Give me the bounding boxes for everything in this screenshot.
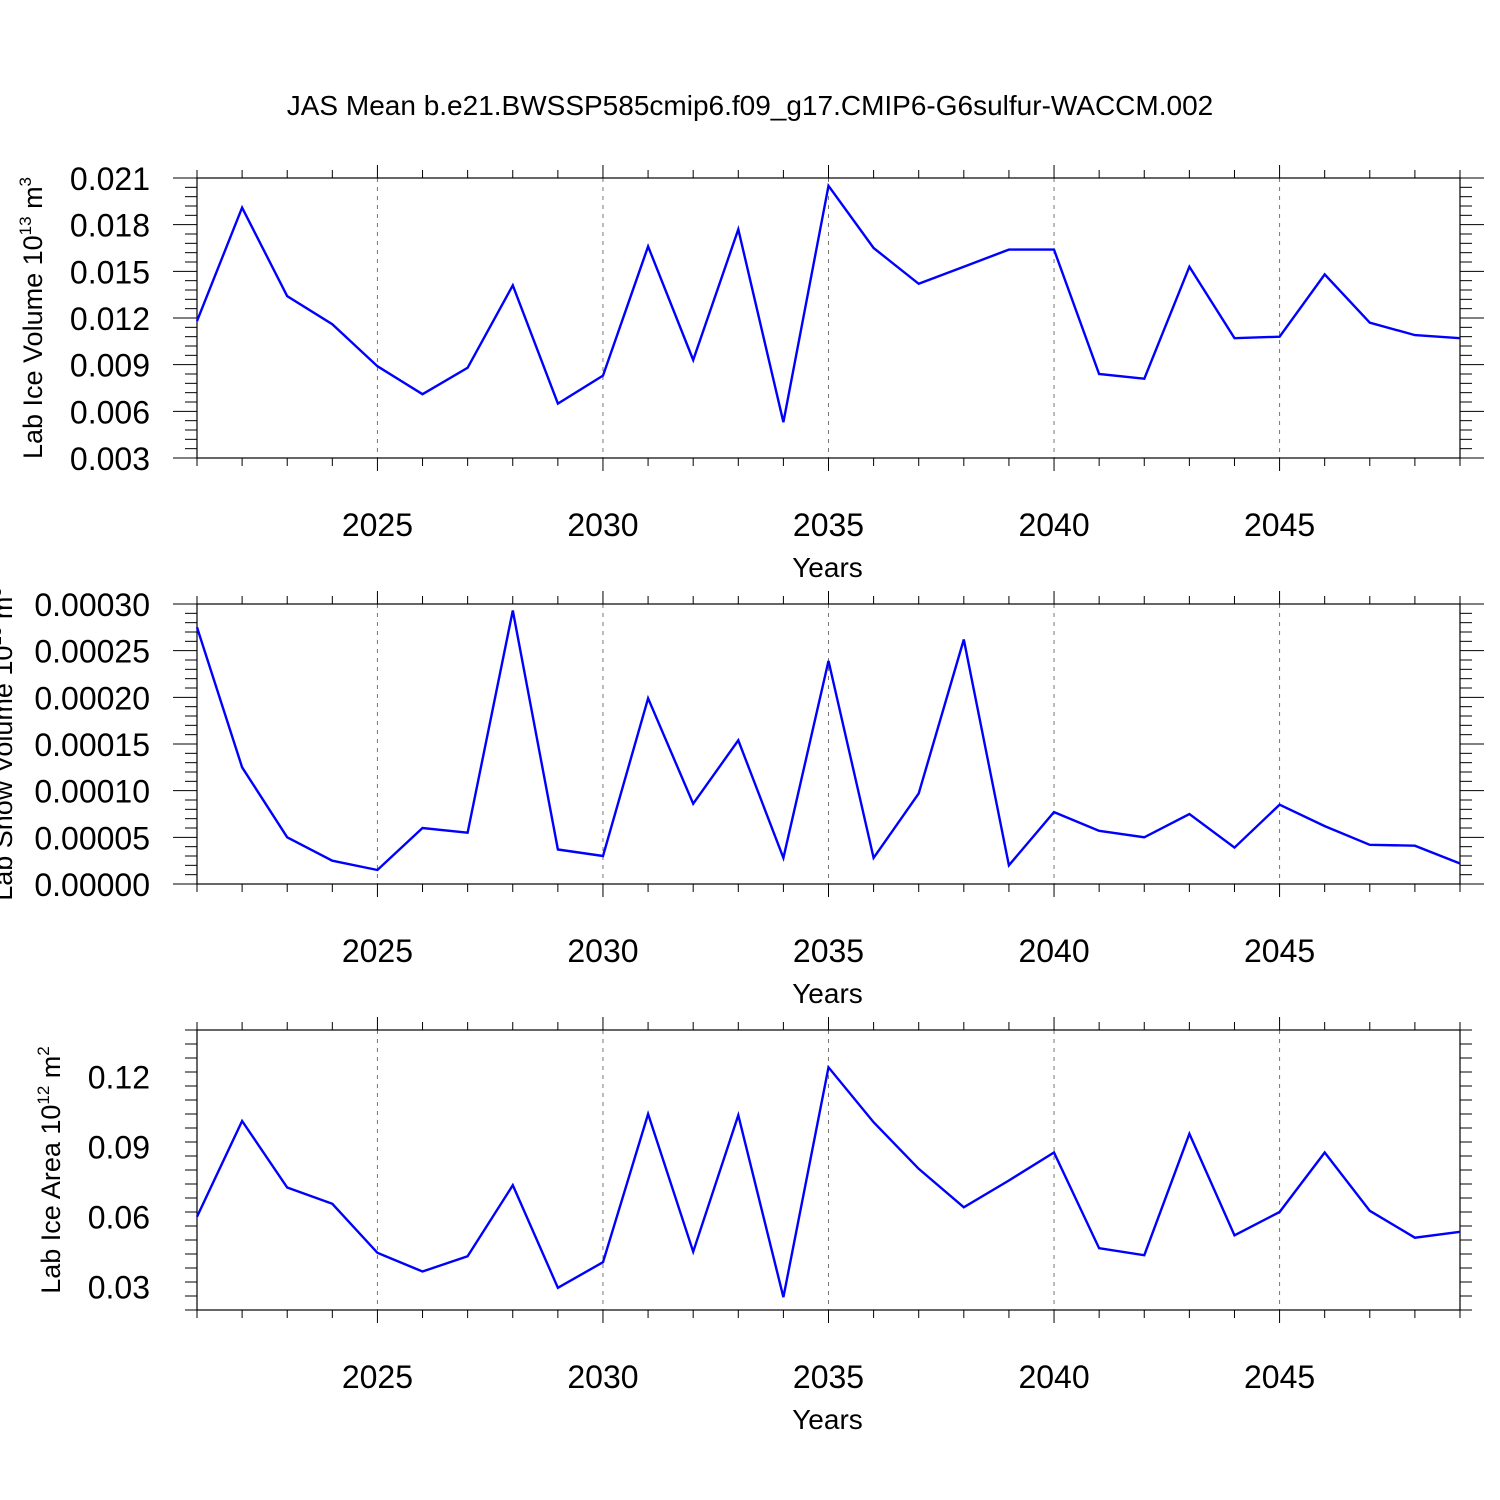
x-tick-label: 2030 bbox=[567, 507, 638, 543]
y-tick-label: 0.015 bbox=[70, 254, 150, 290]
y-tick-label: 0.021 bbox=[70, 161, 150, 197]
y-tick-label: 0.00025 bbox=[34, 634, 150, 670]
x-tick-label: 2045 bbox=[1244, 1359, 1315, 1395]
y-tick-label: 0.00020 bbox=[34, 680, 150, 716]
y-axis-label: Lab Ice Area 1012 m2 bbox=[34, 1046, 66, 1294]
y-tick-label: 0.003 bbox=[70, 441, 150, 477]
series-line bbox=[195, 610, 1461, 872]
y-tick-label: 0.03 bbox=[88, 1270, 150, 1306]
x-tick-label: 2035 bbox=[793, 933, 864, 969]
x-tick-label: 2040 bbox=[1018, 933, 1089, 969]
panel-2: 2025 2030 2035 2040 2045 0.00000 0.00005 0.0001… bbox=[0, 587, 1484, 1009]
panel-3: 2025 2030 2035 2040 2045 0.03 0.06 0.09 0.12 Year… bbox=[34, 1017, 1472, 1435]
y-tick-label: 0.00015 bbox=[34, 727, 150, 763]
panels: 2025 2030 2035 2040 2045 0.003 0.006 0.009 0.012… bbox=[0, 161, 1484, 1435]
series-line bbox=[195, 182, 1461, 423]
y-tick-label: 0.018 bbox=[70, 208, 150, 244]
y-tick-label: 0.00000 bbox=[34, 867, 150, 903]
y-tick-label: 0.12 bbox=[88, 1060, 150, 1096]
y-tick-label: 0.06 bbox=[88, 1200, 150, 1236]
x-tick-label: 2045 bbox=[1244, 507, 1315, 543]
x-tick-label: 2025 bbox=[342, 1359, 413, 1395]
x-axis-label: Years bbox=[792, 552, 863, 583]
x-tick-label: 2045 bbox=[1244, 933, 1315, 969]
panel-1: 2025 2030 2035 2040 2045 0.003 0.006 0.009 0.012… bbox=[16, 161, 1484, 583]
x-tick-label: 2035 bbox=[793, 1359, 864, 1395]
y-tick-label: 0.006 bbox=[70, 394, 150, 430]
y-tick-label: 0.00030 bbox=[34, 587, 150, 623]
x-tick-label: 2040 bbox=[1018, 507, 1089, 543]
y-tick-label: 0.012 bbox=[70, 301, 150, 337]
x-tick-label: 2030 bbox=[567, 933, 638, 969]
y-axis-label: Lab Snow Volume 1013 m3 bbox=[0, 587, 18, 901]
x-axis-label: Years bbox=[792, 1404, 863, 1435]
x-axis-label: Years bbox=[792, 978, 863, 1009]
x-tick-label: 2040 bbox=[1018, 1359, 1089, 1395]
x-tick-label: 2025 bbox=[342, 933, 413, 969]
x-tick-label: 2025 bbox=[342, 507, 413, 543]
x-tick-label: 2030 bbox=[567, 1359, 638, 1395]
y-axis-label: Lab Ice Volume 1013 m3 bbox=[16, 177, 48, 459]
series-line bbox=[195, 1064, 1461, 1298]
y-tick-label: 0.009 bbox=[70, 348, 150, 384]
y-tick-label: 0.09 bbox=[88, 1130, 150, 1166]
y-tick-label: 0.00010 bbox=[34, 774, 150, 810]
figure-title: JAS Mean b.e21.BWSSP585cmip6.f09_g17.CMI… bbox=[287, 90, 1213, 121]
x-tick-label: 2035 bbox=[793, 507, 864, 543]
y-tick-label: 0.00005 bbox=[34, 820, 150, 856]
